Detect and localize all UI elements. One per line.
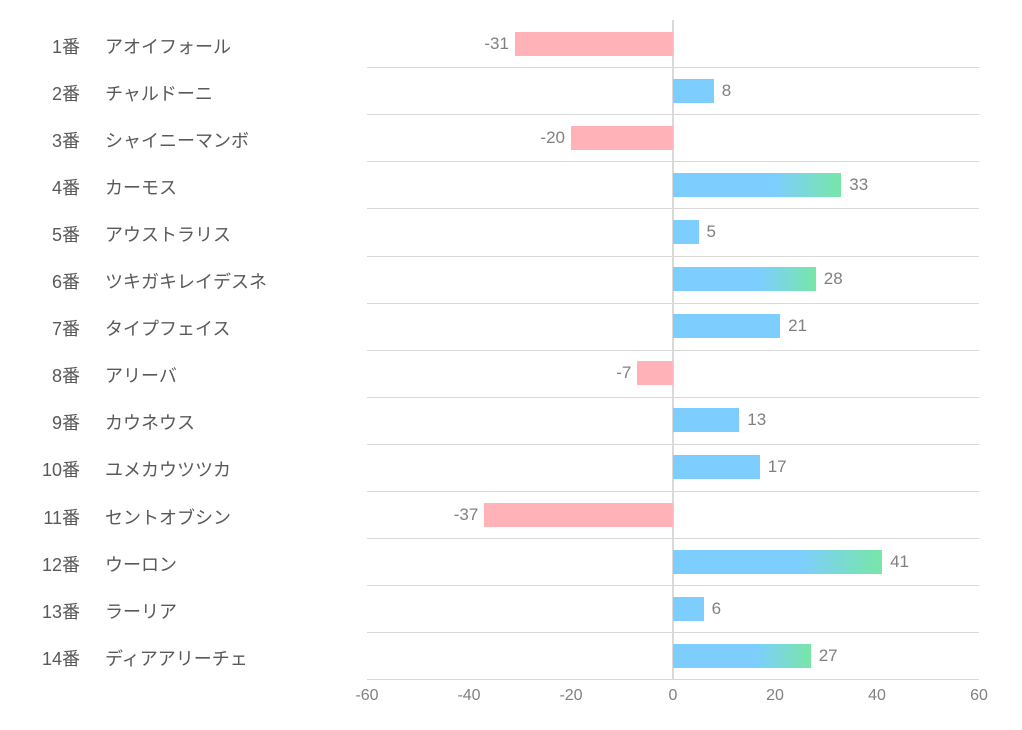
entry-name: ユメカウツツカ	[105, 456, 231, 482]
entry-number: 13番	[42, 598, 80, 624]
bar	[673, 79, 714, 103]
row-separator	[367, 444, 979, 445]
x-tick-label: 40	[868, 687, 886, 705]
entry-name: ラーリア	[105, 598, 177, 624]
entry-number: 4番	[52, 174, 80, 200]
row-separator	[367, 491, 979, 492]
entry-number: 14番	[42, 645, 80, 671]
x-tick-label: -60	[355, 687, 378, 705]
entry-name: タイプフェイス	[105, 315, 230, 341]
bar-value: -7	[616, 363, 631, 383]
entry-number: 9番	[52, 409, 80, 435]
x-tick-label: 60	[970, 687, 988, 705]
bar	[673, 173, 841, 197]
row-separator	[367, 114, 979, 115]
bar	[637, 361, 673, 385]
bar-value: 33	[849, 175, 868, 195]
x-tick-label: 0	[669, 687, 678, 705]
entry-name: ツキガキレイデスネ	[105, 268, 267, 294]
row-separator	[367, 161, 979, 162]
bar-value: -31	[484, 34, 509, 54]
bar-value: 13	[747, 410, 766, 430]
entry-number: 1番	[52, 33, 80, 59]
entry-name: ウーロン	[105, 551, 177, 577]
diverging-bar-chart: -31 8 -20 33 5 28 21 -7 13 17 -37 41 6 27 1番アオイフォール 2番…	[0, 0, 1022, 730]
entry-name: チャルドーニ	[105, 80, 213, 106]
entry-number: 7番	[52, 315, 80, 341]
bar-value: 6	[712, 599, 721, 619]
bar	[673, 220, 699, 244]
entry-number: 11番	[43, 504, 80, 530]
row-separator	[367, 397, 979, 398]
bar	[673, 550, 882, 574]
entry-name: シャイニーマンボ	[105, 127, 249, 153]
entry-number: 5番	[52, 221, 80, 247]
row-separator	[367, 350, 979, 351]
row-separator	[367, 632, 979, 633]
row-separator	[367, 208, 979, 209]
x-tick-label: -40	[457, 687, 480, 705]
bar-value: -37	[454, 505, 479, 525]
row-separator	[367, 585, 979, 586]
entry-name: カウネウス	[105, 409, 195, 435]
entry-number: 12番	[42, 551, 80, 577]
bar-value: 8	[722, 81, 731, 101]
entry-number: 6番	[52, 268, 80, 294]
bar	[673, 267, 816, 291]
row-separator	[367, 303, 979, 304]
row-separator	[367, 256, 979, 257]
bar-value: 41	[890, 552, 909, 572]
x-tick-label: -20	[559, 687, 582, 705]
entry-name: カーモス	[105, 174, 177, 200]
bar-value: 17	[768, 457, 787, 477]
bar	[673, 408, 739, 432]
row-separator	[367, 538, 979, 539]
bar-value: 21	[788, 316, 807, 336]
bar	[673, 597, 704, 621]
bar	[515, 32, 673, 56]
bar-value: -20	[540, 128, 565, 148]
x-tick-label: 20	[766, 687, 784, 705]
entry-name: セントオブシン	[105, 504, 231, 530]
bar	[673, 314, 780, 338]
bar	[571, 126, 673, 150]
entry-number: 8番	[52, 362, 80, 388]
entry-number: 3番	[52, 127, 80, 153]
entry-name: アリーバ	[105, 362, 177, 388]
row-separator	[367, 67, 979, 68]
entry-name: アオイフォール	[105, 33, 231, 59]
bar-value: 27	[819, 646, 838, 666]
entry-name: アウストラリス	[105, 221, 231, 247]
bar-value: 28	[824, 269, 843, 289]
bar	[673, 644, 811, 668]
bar	[484, 503, 673, 527]
entry-number: 10番	[42, 456, 80, 482]
plot-area: -31 8 -20 33 5 28 21 -7 13 17 -37 41 6 27	[367, 20, 979, 680]
entry-number: 2番	[52, 80, 80, 106]
bar	[673, 455, 760, 479]
row-separator	[367, 679, 979, 680]
bar-value: 5	[707, 222, 716, 242]
entry-name: ディアアリーチェ	[105, 645, 248, 671]
